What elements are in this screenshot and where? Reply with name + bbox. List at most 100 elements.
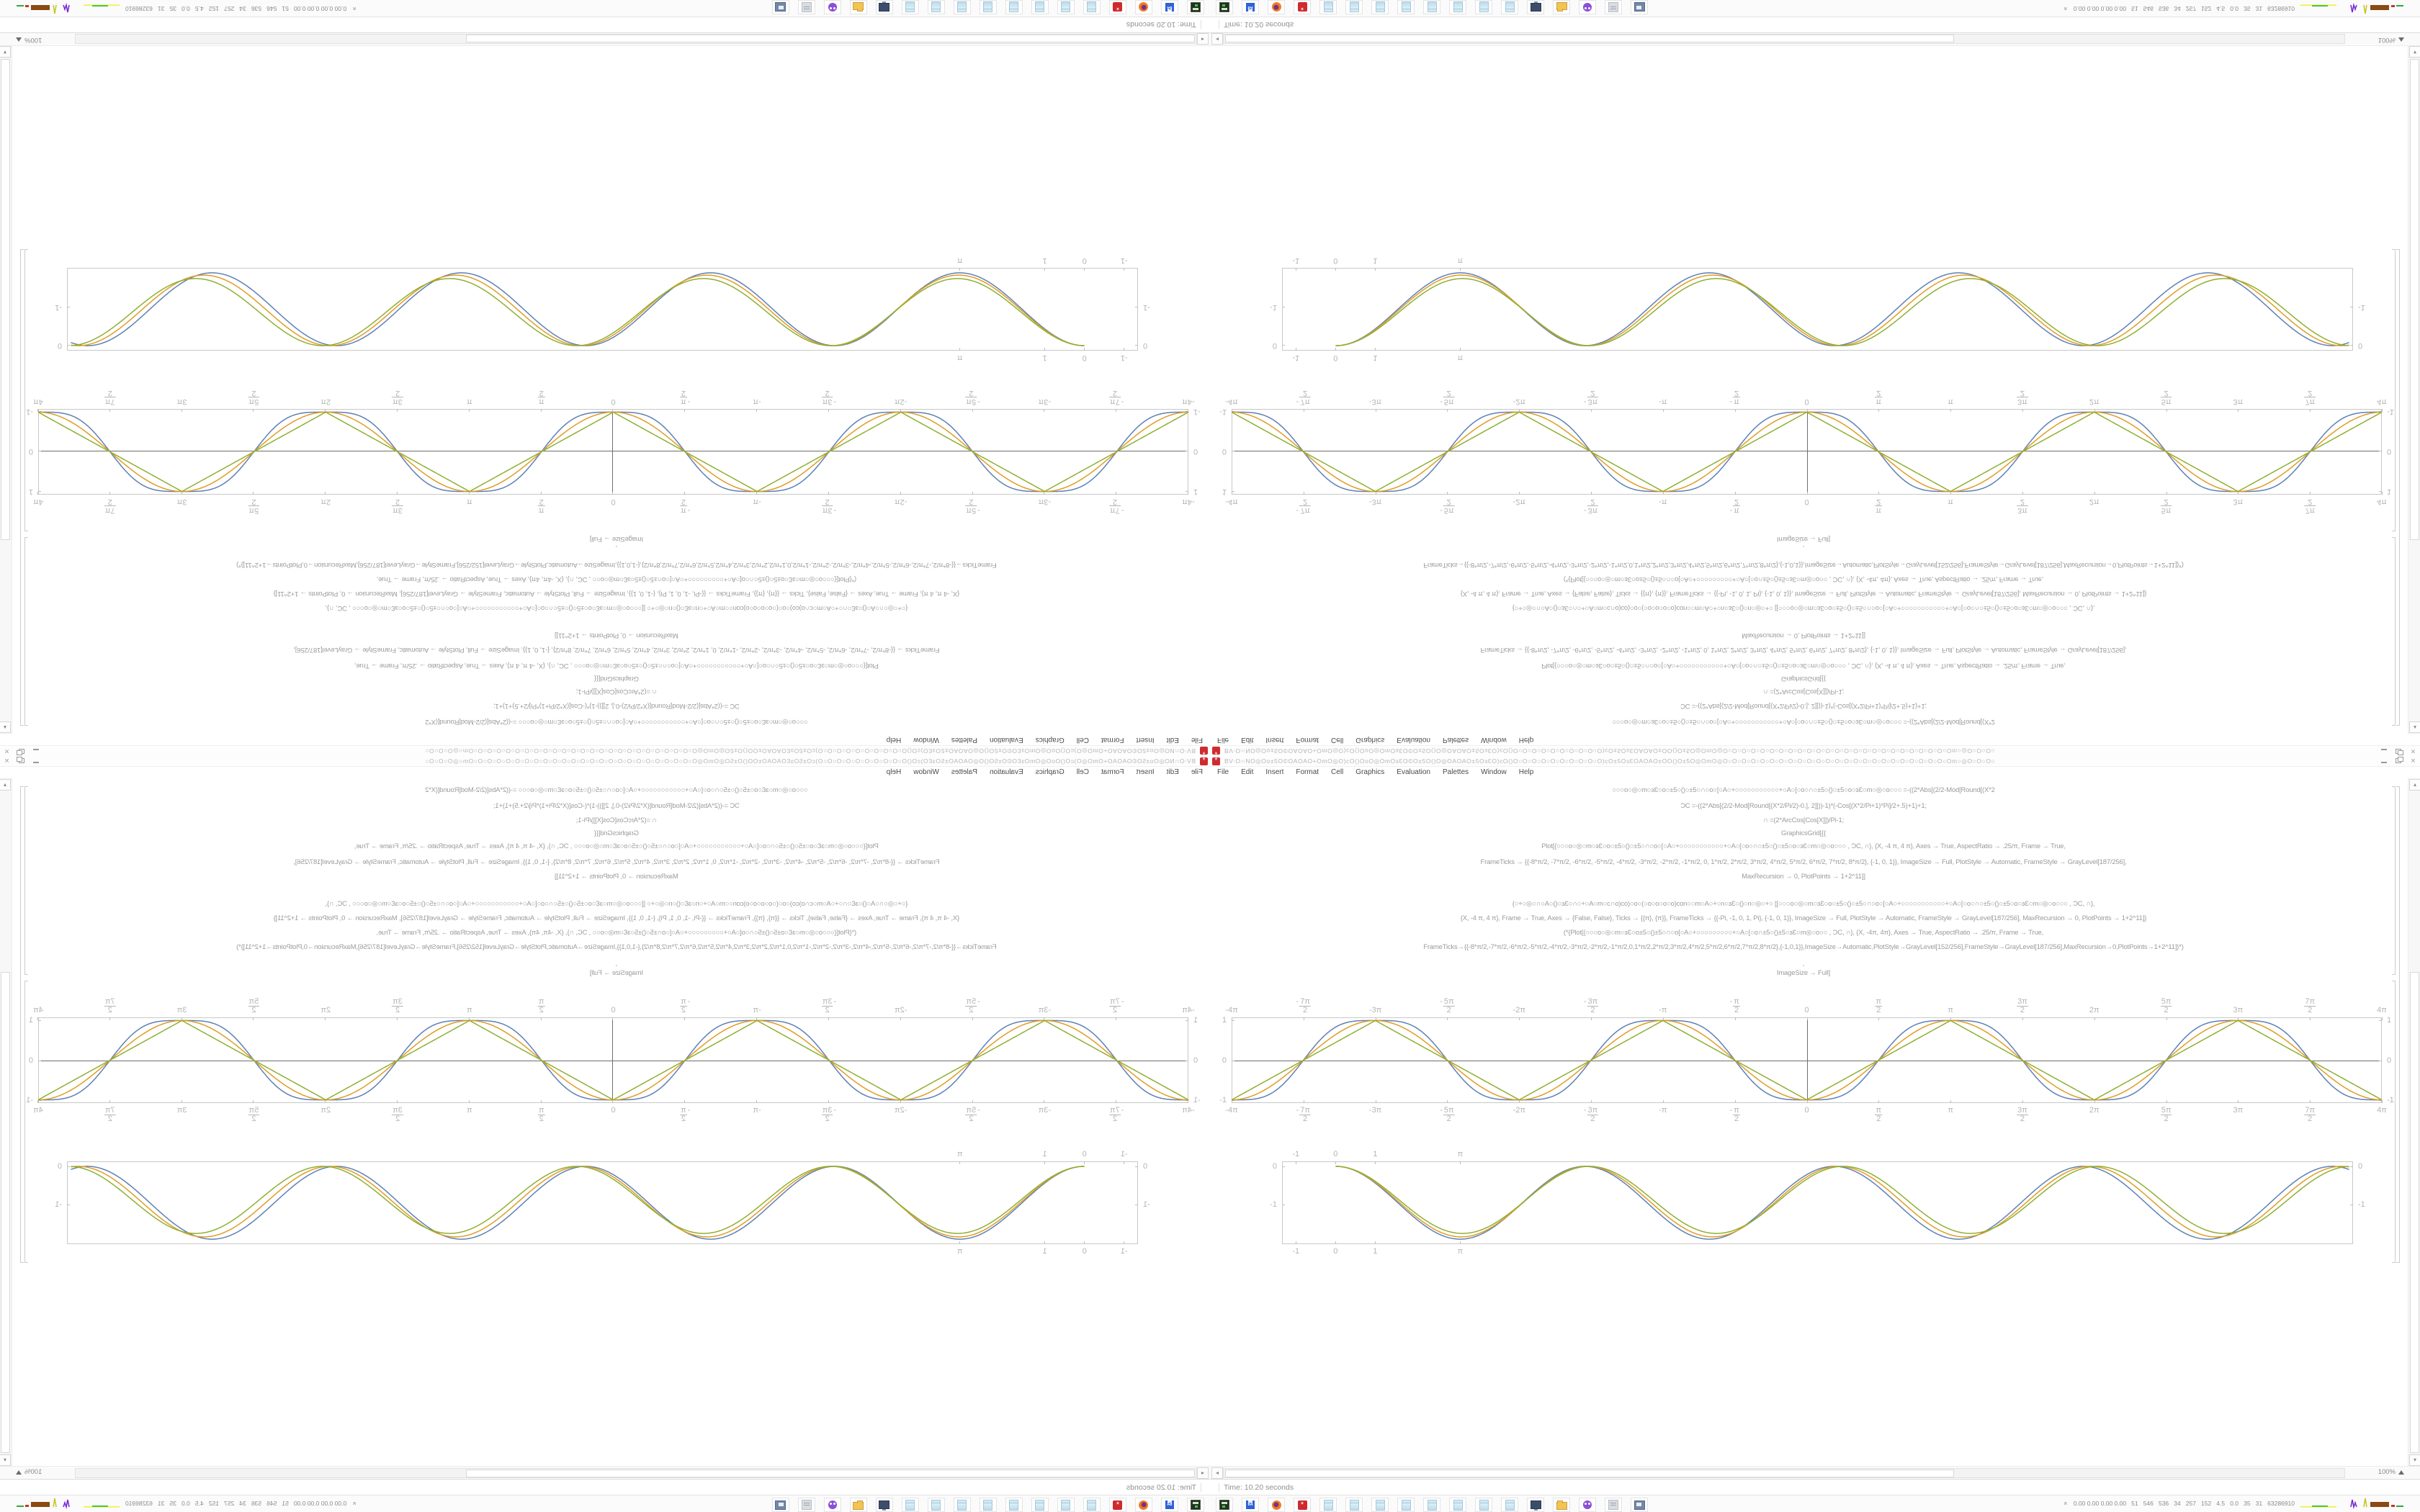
menu-help[interactable]: Help [886, 736, 902, 744]
scroll-left-button[interactable]: ◂ [1211, 1467, 1223, 1479]
menu-edit[interactable]: Edit [1241, 736, 1254, 744]
code-line[interactable]: (*{Plot[{○○○o○◎○m○ɜƐ○o±5○()±5○∩○o[○A○+○○… [1563, 575, 2044, 583]
taskbar-window-app-icon[interactable] [1631, 0, 1648, 14]
cell-bracket-input[interactable] [24, 786, 28, 975]
taskbar-notepad-icon[interactable] [1057, 1498, 1075, 1512]
menu-cell[interactable]: Cell [1331, 736, 1344, 744]
code-line[interactable]: {○+○◎○∩○A○()○ɜƐ○∩○+○A○m○c∩o)co)○o○(○o○o○… [1512, 604, 2095, 612]
cell-bracket-input[interactable] [2392, 786, 2396, 975]
cell-bracket-input[interactable] [2392, 537, 2396, 726]
tray-collapse-icon[interactable]: « [350, 6, 358, 11]
taskbar-notepad-icon[interactable] [1083, 0, 1101, 14]
taskbar-notepad-icon[interactable] [1501, 0, 1518, 14]
horizontal-scroll-track[interactable] [75, 1468, 1197, 1478]
code-line[interactable]: {X, -4 π, 4 π}, Frame → True, Axes → {Fa… [1460, 590, 2147, 598]
menu-evaluation[interactable]: Evaluation [990, 768, 1023, 776]
notebook-area[interactable]: ○○○o○◎○m○ɜƐ○o○±5○()○±5○∩○o○[○A○+○○○○○○○○… [0, 778, 1210, 1466]
code-line[interactable]: ImageSize → Full] [589, 535, 644, 543]
code-line[interactable]: FrameTicks → {{-8*π/2, -7*π/2, -6*π/2, -… [293, 646, 940, 654]
taskbar-notepad-icon[interactable] [980, 1498, 997, 1512]
taskbar-notepad-icon[interactable] [1449, 1498, 1466, 1512]
scroll-down-button[interactable]: ▾ [2409, 1454, 2420, 1466]
menu-insert[interactable]: Insert [1265, 768, 1284, 776]
close-button[interactable]: × [4, 747, 9, 755]
taskbar-drive-icon[interactable] [1187, 0, 1204, 14]
menu-edit[interactable]: Edit [1166, 768, 1179, 776]
cell-bracket-output[interactable] [2392, 981, 2396, 1263]
taskbar-purple-app-icon[interactable] [824, 0, 841, 14]
menu-help[interactable]: Help [886, 768, 902, 776]
taskbar-computer-icon[interactable] [1527, 1498, 1544, 1512]
code-line[interactable]: FrameTicks → {{-8*π/2, -7*π/2, -6*π/2, -… [1480, 646, 2127, 654]
code-line[interactable]: ○○○o○◎○m○ɜƐ○o○±5○()○±5○∩○o○[○A○+○○○○○○○○… [1612, 718, 1995, 726]
code-line[interactable]: ∩ =(2*ArcCos[Cos[X]])/Pi-1; [1762, 688, 1845, 696]
taskbar-scroll-document-icon[interactable] [1605, 0, 1622, 14]
code-line[interactable]: FrameTicks→{{-8*π/2,-7*π/2,-6*π/2,-5*π/2… [236, 561, 997, 569]
horizontal-scroll-thumb[interactable] [466, 1470, 1195, 1477]
code-line[interactable]: GraphicsGrid[{{ [1781, 675, 1826, 683]
horizontal-scroll-track[interactable] [1223, 34, 2345, 44]
horizontal-scroll-thumb[interactable] [1225, 1470, 1954, 1477]
menu-window[interactable]: Window [913, 736, 939, 744]
menu-edit[interactable]: Edit [1241, 768, 1254, 776]
menu-insert[interactable]: Insert [1136, 736, 1155, 744]
taskbar-notepad-icon[interactable] [1031, 1498, 1049, 1512]
code-line[interactable]: FrameTicks→{{-8*π/2,-7*π/2,-6*π/2,-5*π/2… [236, 943, 997, 951]
code-line[interactable]: MaxRecursion → 0, PlotPoints → 1+2^11]] [555, 631, 678, 639]
taskbar-computer-icon[interactable] [876, 0, 893, 14]
menu-file[interactable]: File [1217, 736, 1229, 744]
code-line[interactable]: Plot[{○○○o○◎○m○ɜƐ○o○±5○()○±5○∩○o○[○A○+○○… [354, 842, 879, 850]
menu-window[interactable]: Window [1481, 736, 1507, 744]
code-line[interactable]: GraphicsGrid[{{ [594, 829, 639, 837]
taskbar-notepad-icon[interactable] [1397, 0, 1415, 14]
menu-file[interactable]: File [1217, 768, 1229, 776]
minimize-button[interactable] [2380, 757, 2388, 765]
restore-button[interactable] [17, 757, 25, 765]
taskbar-purple-app-icon[interactable] [1579, 0, 1596, 14]
taskbar-floppy-64-icon[interactable]: 64 [1242, 0, 1259, 14]
taskbar-firefox-icon[interactable] [1268, 1498, 1285, 1512]
cell-bracket-group[interactable] [2396, 786, 2400, 1263]
code-line[interactable]: MaxRecursion → 0, PlotPoints → 1+2^11]] [555, 873, 678, 881]
cell-bracket-group[interactable] [2396, 249, 2400, 726]
minimize-button[interactable] [32, 747, 40, 755]
code-line[interactable]: , [615, 544, 618, 552]
taskbar-floppy-64-icon[interactable]: 64 [1161, 0, 1178, 14]
code-line[interactable]: GraphicsGrid[{{ [1781, 829, 1826, 837]
taskbar-notepad-icon[interactable] [928, 0, 945, 14]
taskbar-floppy-64-icon[interactable]: 64 [1242, 1498, 1259, 1512]
taskbar-scroll-document-icon[interactable] [798, 0, 815, 14]
taskbar-window-app-icon[interactable] [1631, 1498, 1648, 1512]
menu-help[interactable]: Help [1518, 768, 1534, 776]
taskbar-scroll-document-icon[interactable] [798, 1498, 815, 1512]
taskbar-mathematica-icon[interactable]: * [1294, 1498, 1311, 1512]
notebook-area[interactable]: ○○○o○◎○m○ɜƐ○o○±5○()○±5○∩○o○[○A○+○○○○○○○○… [1210, 778, 2420, 1466]
taskbar-computer-icon[interactable] [1527, 0, 1544, 14]
code-line[interactable]: FrameTicks → {{-8*π/2, -7*π/2, -6*π/2, -… [1480, 858, 2127, 866]
vertical-scrollbar[interactable]: ▴ ▾ [2408, 778, 2420, 1466]
code-line[interactable]: ∩ =(2*ArcCos[Cos[X]])/Pi-1; [1762, 816, 1845, 824]
scroll-left-button[interactable]: ◂ [1197, 1467, 1209, 1479]
horizontal-scroll-track[interactable] [1223, 1468, 2345, 1478]
taskbar-notepad-icon[interactable] [954, 0, 971, 14]
menu-insert[interactable]: Insert [1136, 768, 1155, 776]
code-line[interactable]: ImageSize → Full] [1776, 535, 1831, 543]
vertical-scrollbar[interactable]: ▴ ▾ [0, 46, 12, 734]
code-line[interactable]: ○○○o○◎○m○ɜƐ○o○±5○()○±5○∩○o○[○A○+○○○○○○○○… [1612, 786, 1995, 794]
vertical-scroll-thumb[interactable] [1, 972, 10, 1453]
code-line[interactable]: {X, -4 π, 4 π}, Frame → True, Axes → {Fa… [273, 914, 960, 922]
code-line[interactable]: Plot[{○○○o○◎○m○ɜƐ○o○±5○()○±5○∩○o○[○A○+○○… [1541, 842, 2066, 850]
vertical-scroll-thumb[interactable] [1, 59, 10, 540]
notebook-area[interactable]: ○○○o○◎○m○ɜƐ○o○±5○()○±5○∩○o○[○A○+○○○○○○○○… [1210, 46, 2420, 734]
taskbar-notepad-icon[interactable] [1475, 0, 1492, 14]
taskbar-firefox-icon[interactable] [1135, 0, 1152, 14]
taskbar-notepad-icon[interactable] [928, 1498, 945, 1512]
taskbar-firefox-icon[interactable] [1135, 1498, 1152, 1512]
taskbar-notepad-icon[interactable] [954, 1498, 971, 1512]
taskbar-folder-icon[interactable] [850, 0, 867, 14]
code-line[interactable]: ƆC =-((2*Abs[(2/2-Mod[Round[(X*2/Pi/2)-0… [1680, 702, 1927, 710]
restore-button[interactable] [2395, 757, 2403, 765]
taskbar-drive-icon[interactable] [1216, 1498, 1233, 1512]
scroll-up-button[interactable]: ▴ [0, 779, 11, 791]
code-line[interactable]: FrameTicks→{{-8*π/2,-7*π/2,-6*π/2,-5*π/2… [1423, 943, 2184, 951]
